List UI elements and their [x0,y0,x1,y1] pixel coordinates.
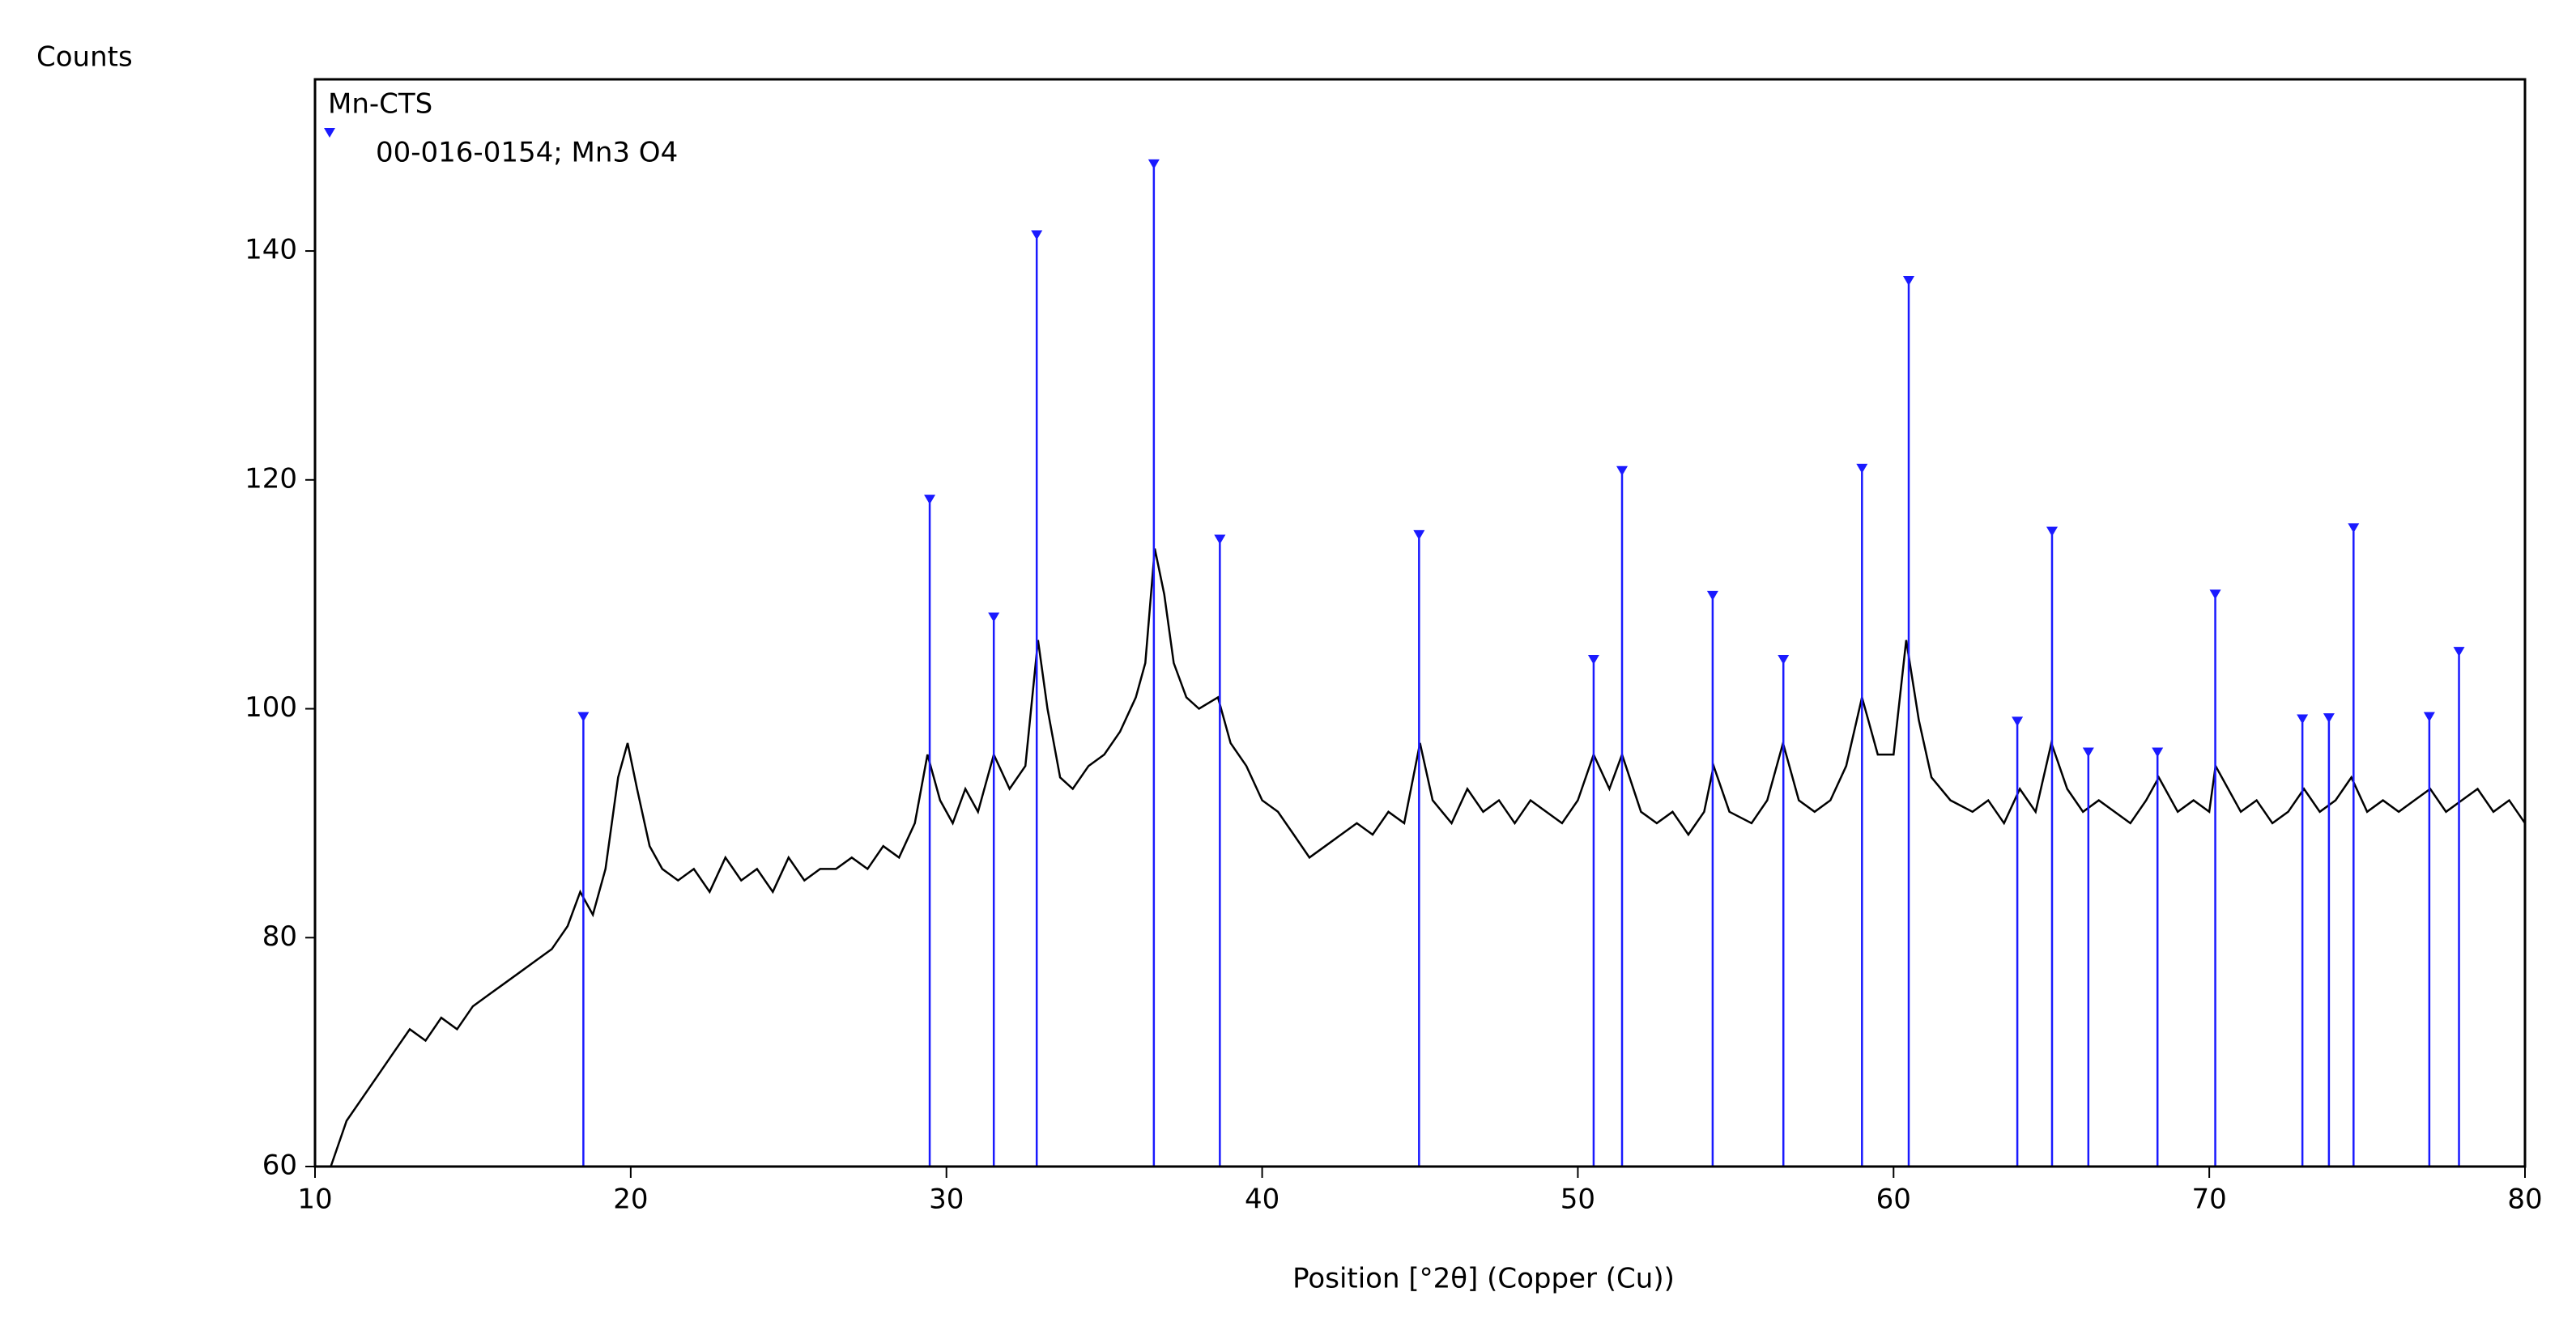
y-tick-label: 120 [245,462,297,495]
reference-marker [577,712,590,722]
reference-marker [1778,654,1790,665]
reference-marker [2348,523,2360,533]
legend-label: 00-016-0154; Mn3 O4 [376,137,678,169]
y-tick-label: 100 [245,691,297,724]
y-tick-label: 60 [262,1150,297,1182]
y-axis-label: Counts [36,41,133,74]
x-tick-label: 20 [613,1184,648,1216]
reference-marker [2297,714,2309,725]
x-tick-label: 30 [929,1184,964,1216]
x-tick-label: 80 [2507,1184,2542,1216]
reference-marker [988,612,1000,623]
x-tick-label: 50 [1561,1184,1595,1216]
reference-marker [1587,654,1599,665]
plot-frame [313,78,2527,1168]
reference-marker [2046,526,2058,537]
y-tick-label: 140 [245,234,297,266]
reference-marker [2423,712,2435,722]
y-tick-label: 80 [262,920,297,953]
x-tick-label: 70 [2192,1184,2227,1216]
reference-marker [1902,276,1914,287]
reference-marker [924,495,936,505]
reference-marker [2323,713,2335,724]
reference-marker [1616,465,1629,476]
legend-label: Mn-CTS [328,88,432,121]
reference-marker [2152,747,2164,758]
x-tick-label: 60 [1876,1184,1911,1216]
reference-marker [1413,529,1425,540]
x-tick-label: 40 [1245,1184,1279,1216]
reference-marker [1147,159,1160,169]
legend-marker [324,128,335,138]
pattern-line [330,548,2527,1167]
reference-marker [1214,534,1226,545]
reference-marker [1706,590,1718,601]
reference-marker [2082,747,2094,758]
reference-marker [1031,230,1043,240]
reference-marker [2453,647,2465,657]
reference-marker [1856,463,1868,474]
reference-marker [2209,589,2221,600]
x-axis-label: Position [°2θ] (Copper (Cu)) [1292,1263,1675,1295]
x-tick-label: 10 [297,1184,332,1216]
reference-marker [2012,716,2024,727]
